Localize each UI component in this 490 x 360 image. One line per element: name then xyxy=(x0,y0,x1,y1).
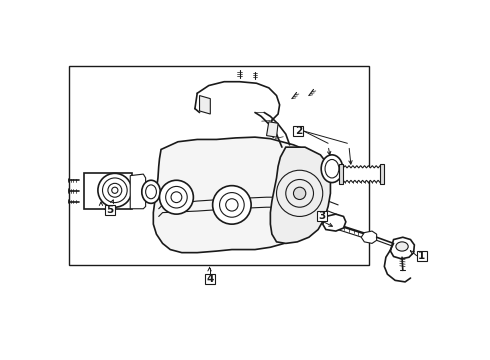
Bar xyxy=(381,164,384,184)
Circle shape xyxy=(294,187,306,199)
Bar xyxy=(69,66,369,265)
Ellipse shape xyxy=(146,185,156,199)
Text: 1: 1 xyxy=(418,251,425,261)
Polygon shape xyxy=(153,137,318,253)
Bar xyxy=(339,164,343,184)
Polygon shape xyxy=(267,122,278,137)
Text: 5: 5 xyxy=(106,205,114,215)
Polygon shape xyxy=(361,231,377,243)
Polygon shape xyxy=(323,214,346,231)
Ellipse shape xyxy=(321,155,343,183)
Ellipse shape xyxy=(396,242,408,251)
Circle shape xyxy=(213,186,251,224)
Polygon shape xyxy=(391,237,415,259)
Circle shape xyxy=(98,173,132,207)
Bar xyxy=(317,211,326,221)
Circle shape xyxy=(166,186,187,208)
Polygon shape xyxy=(199,95,210,114)
Polygon shape xyxy=(270,147,330,243)
Ellipse shape xyxy=(142,180,160,203)
Circle shape xyxy=(226,199,238,211)
Circle shape xyxy=(220,193,244,217)
Circle shape xyxy=(112,187,118,193)
Circle shape xyxy=(160,180,194,214)
Polygon shape xyxy=(130,174,146,209)
Circle shape xyxy=(108,183,122,197)
Text: 2: 2 xyxy=(295,126,302,136)
Polygon shape xyxy=(84,172,132,209)
Circle shape xyxy=(171,192,182,203)
Circle shape xyxy=(102,178,127,203)
Bar xyxy=(416,251,427,261)
Bar xyxy=(105,205,115,215)
Ellipse shape xyxy=(325,159,339,178)
Text: 3: 3 xyxy=(318,211,325,221)
Bar xyxy=(205,274,215,284)
Text: 4: 4 xyxy=(206,274,214,284)
Polygon shape xyxy=(341,166,382,183)
Bar xyxy=(294,126,303,136)
